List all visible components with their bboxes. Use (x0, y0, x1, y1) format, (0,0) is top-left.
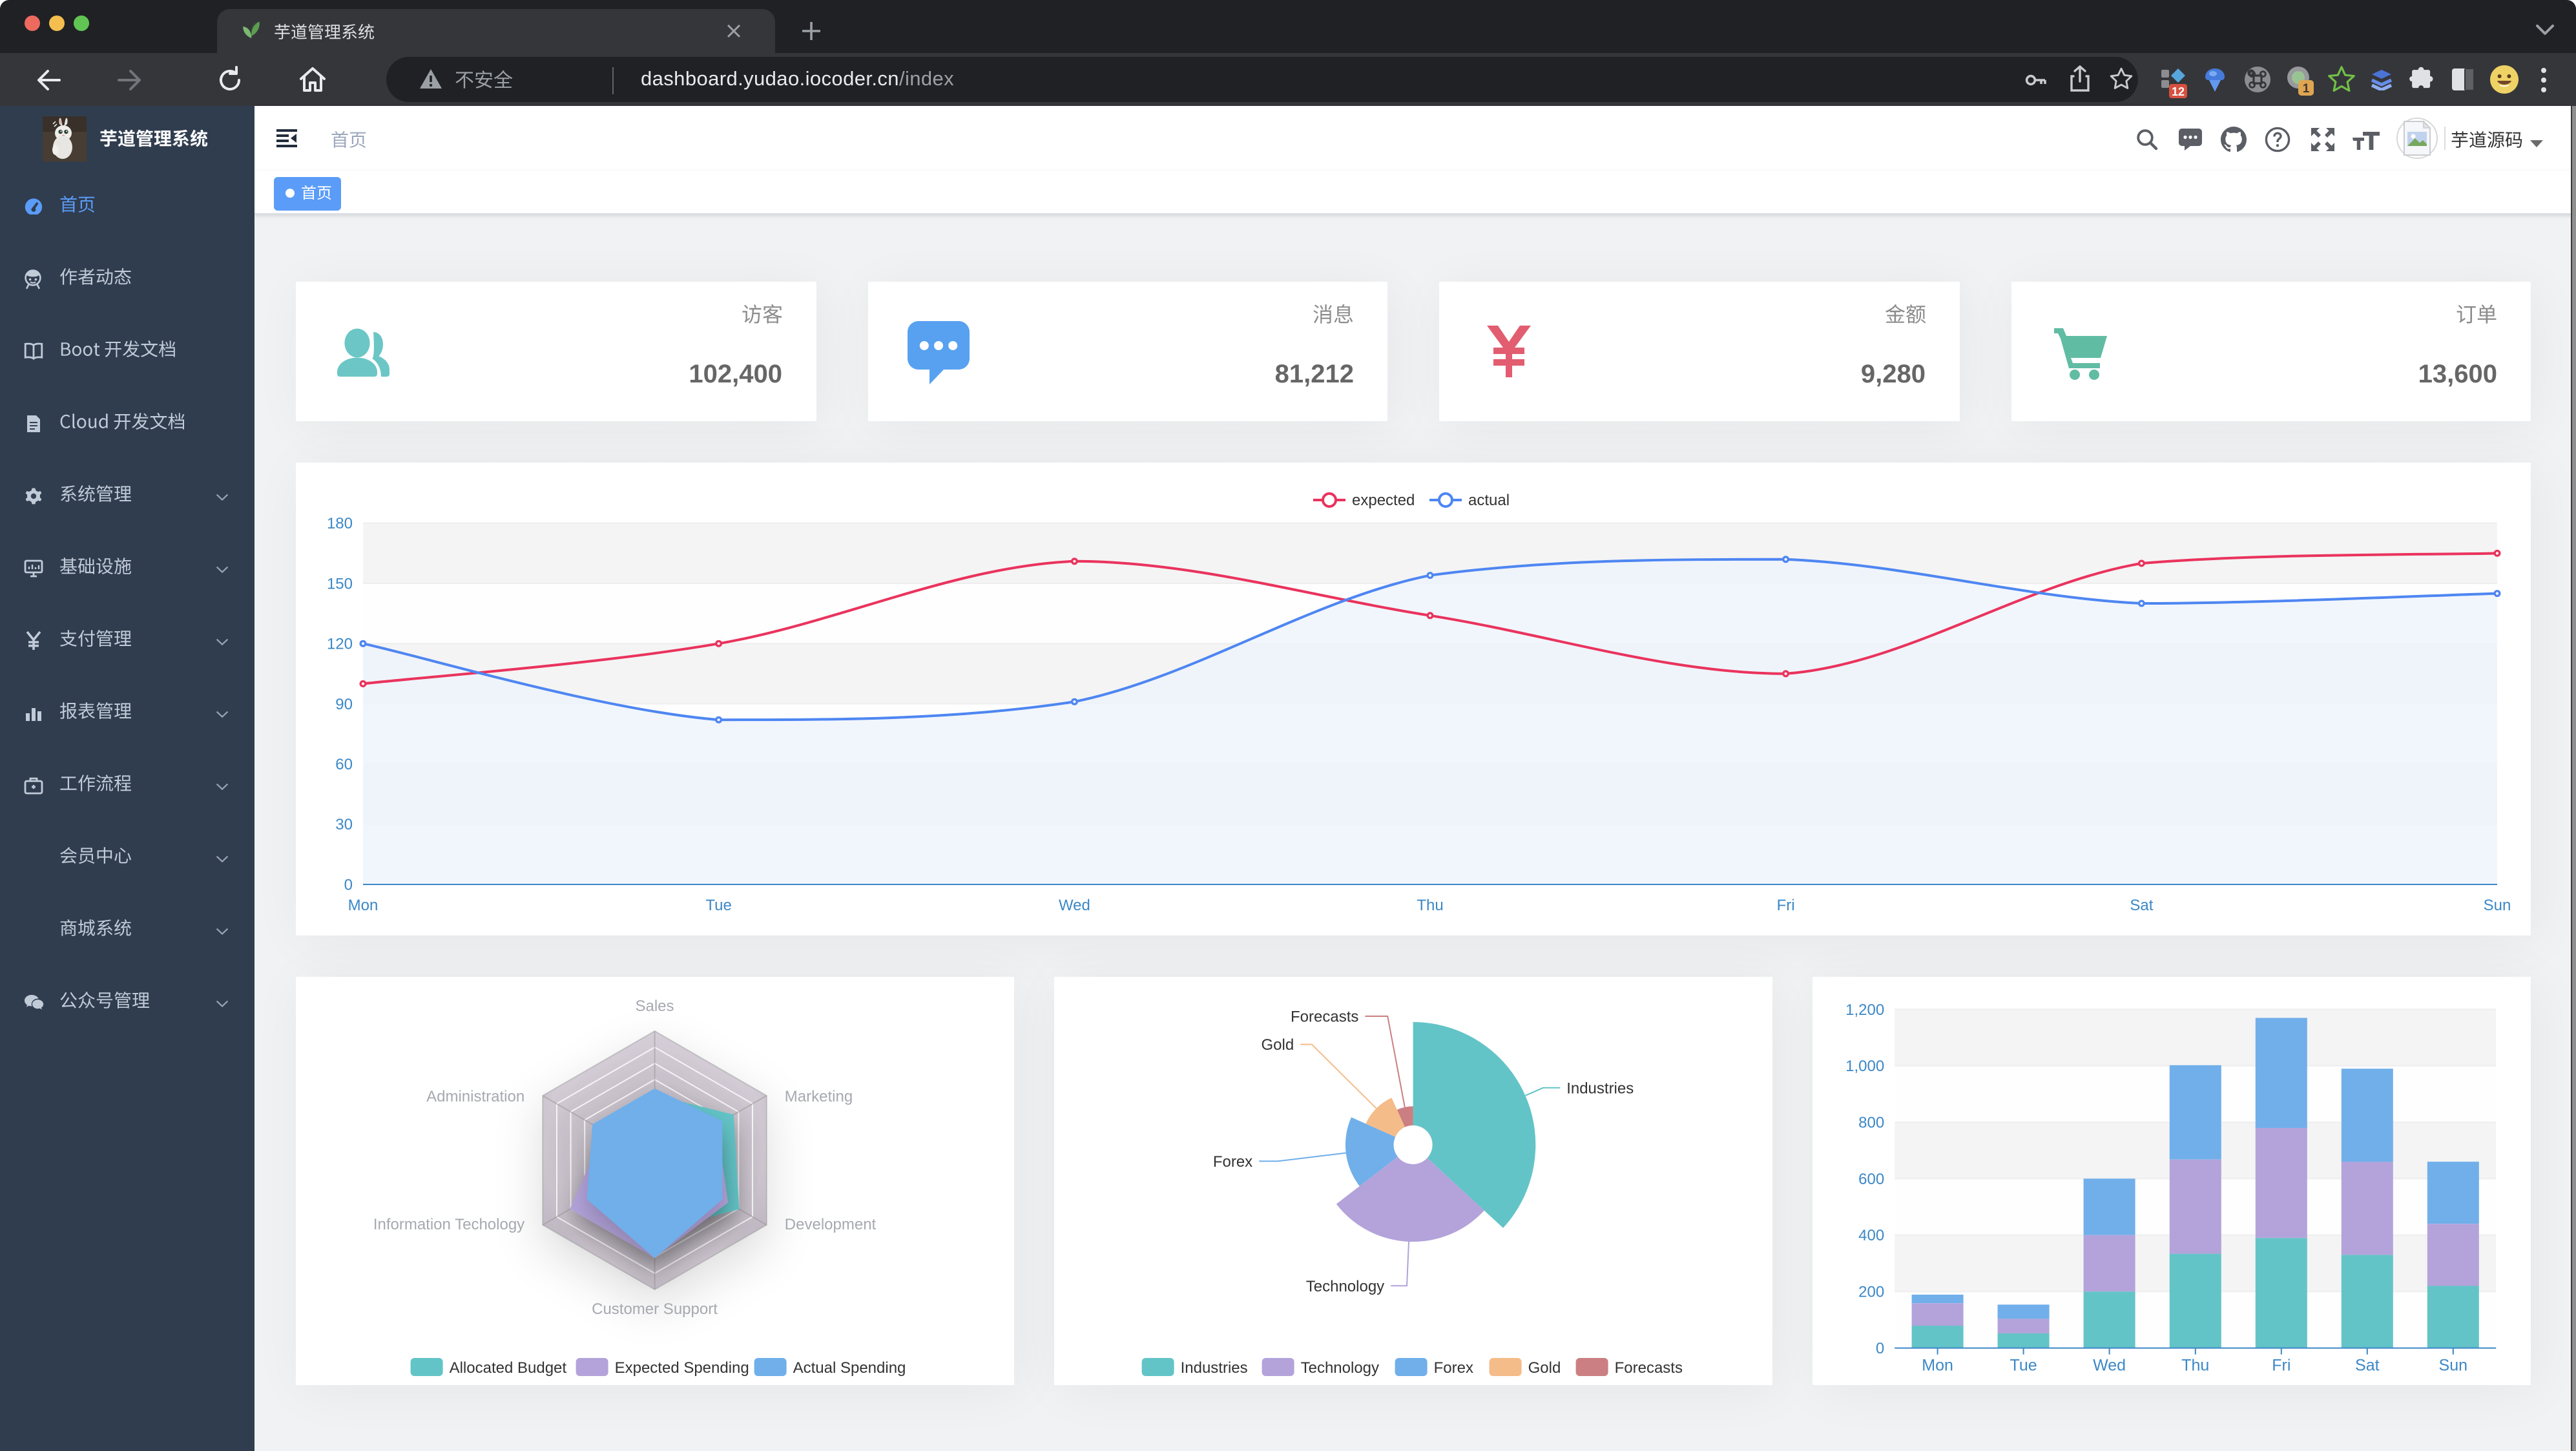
svg-text:1: 1 (2303, 82, 2310, 96)
svg-text:Thu: Thu (1417, 896, 1443, 913)
svg-text:Wed: Wed (1059, 896, 1090, 913)
svg-text:expected: expected (1352, 491, 1415, 508)
svg-text:Tue: Tue (705, 896, 731, 913)
svg-text:Technology: Technology (1307, 1277, 1385, 1295)
svg-text:Sat: Sat (2356, 1356, 2380, 1374)
svg-text:Forex: Forex (1214, 1153, 1253, 1170)
svg-text:Information Techology: Information Techology (373, 1215, 525, 1233)
svg-text:150: 150 (327, 574, 353, 592)
svg-text:Technology: Technology (1301, 1359, 1379, 1376)
svg-text:0: 0 (1876, 1339, 1885, 1357)
svg-text:Gold: Gold (1262, 1036, 1294, 1053)
svg-text:Marketing: Marketing (785, 1087, 853, 1105)
svg-text:120: 120 (327, 635, 353, 652)
svg-text:Thu: Thu (2182, 1356, 2210, 1374)
svg-text:Wed: Wed (2093, 1356, 2126, 1374)
svg-text:90: 90 (335, 695, 353, 713)
svg-text:Development: Development (785, 1215, 877, 1233)
svg-text:Fri: Fri (1777, 896, 1795, 913)
svg-text:Sales: Sales (635, 997, 674, 1014)
svg-text:Mon: Mon (1922, 1356, 1954, 1374)
svg-text:Sun: Sun (2439, 1356, 2467, 1374)
svg-text:Expected Spending: Expected Spending (615, 1359, 749, 1376)
svg-text:Actual Spending: Actual Spending (793, 1359, 906, 1376)
svg-text:1,000: 1,000 (1846, 1058, 1885, 1075)
svg-text:Sun: Sun (2484, 896, 2511, 913)
svg-text:0: 0 (344, 875, 353, 893)
svg-text:1,200: 1,200 (1846, 1001, 1885, 1018)
svg-text:Forecasts: Forecasts (1291, 1008, 1359, 1025)
svg-text:600: 600 (1859, 1170, 1885, 1187)
svg-text:Forecasts: Forecasts (1615, 1359, 1683, 1376)
svg-text:180: 180 (327, 514, 353, 532)
svg-text:12: 12 (2172, 85, 2185, 98)
svg-text:Customer Support: Customer Support (592, 1300, 718, 1317)
svg-text:Allocated Budget: Allocated Budget (450, 1359, 567, 1376)
svg-text:200: 200 (1859, 1283, 1885, 1300)
svg-text:actual: actual (1468, 491, 1510, 508)
svg-text:400: 400 (1859, 1227, 1885, 1244)
svg-text:Industries: Industries (1567, 1080, 1634, 1097)
svg-text:Administration: Administration (426, 1087, 525, 1105)
svg-text:Industries: Industries (1181, 1359, 1248, 1376)
svg-text:Mon: Mon (348, 896, 379, 913)
svg-text:Gold: Gold (1528, 1359, 1561, 1376)
svg-text:30: 30 (335, 815, 353, 833)
svg-text:Sat: Sat (2130, 896, 2153, 913)
svg-text:60: 60 (335, 755, 353, 773)
svg-text:Fri: Fri (2272, 1356, 2291, 1374)
svg-text:Tue: Tue (2010, 1356, 2037, 1374)
svg-text:800: 800 (1859, 1114, 1885, 1131)
svg-text:Forex: Forex (1434, 1359, 1473, 1376)
